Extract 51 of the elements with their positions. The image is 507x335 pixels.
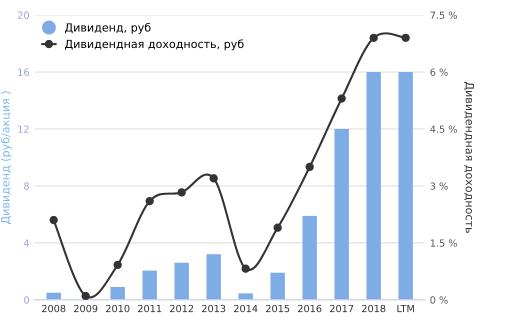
y2-tick-label: 1.5 %	[430, 239, 457, 247]
y2-tick-label: 3 %	[430, 182, 448, 190]
bar	[334, 128, 349, 300]
point	[114, 260, 122, 270]
y-tick-label: 4	[24, 239, 30, 247]
y-tick-label: 12	[18, 125, 29, 133]
y-tick-label: 0	[24, 296, 29, 304]
point	[306, 162, 314, 172]
point	[338, 94, 346, 103]
point	[178, 188, 186, 197]
bar	[142, 270, 157, 300]
y2-tick-label: 4.5 %	[430, 125, 457, 133]
y-axis-title: Дивиденд (руб/акция )	[0, 91, 12, 224]
y2-tick-label: 0 %	[430, 296, 448, 304]
bar	[174, 262, 189, 300]
point	[210, 174, 218, 182]
x-tick-label: 2016	[298, 304, 322, 312]
bar	[302, 216, 317, 300]
legend-label: Дивиденд, руб	[65, 22, 151, 34]
point	[402, 34, 410, 42]
point	[82, 292, 90, 300]
point	[370, 34, 378, 42]
bar	[366, 72, 381, 300]
bar	[46, 292, 61, 300]
y2-tick-label: 6 %	[430, 68, 448, 76]
x-tick-label: 2015	[266, 304, 290, 312]
bar	[238, 293, 253, 300]
y2-tick-label: 7.5 %	[430, 12, 457, 19]
x-tick-label: 2018	[362, 304, 386, 312]
bar	[110, 287, 125, 300]
y-tick-label: 8	[24, 182, 29, 190]
x-tick-label: 2009	[74, 304, 98, 312]
bar	[206, 254, 221, 300]
point	[146, 196, 154, 206]
x-tick-label: 2013	[202, 304, 226, 312]
x-tick-label: 2010	[106, 304, 130, 312]
x-tick-label: LTM	[397, 304, 414, 312]
point	[50, 216, 58, 224]
y2-axis-title: Дивидендная доходность	[464, 82, 474, 233]
y-tick-label: 16	[18, 68, 30, 76]
point	[242, 264, 250, 273]
bar	[398, 72, 413, 300]
y-tick-label: 20	[18, 12, 29, 19]
x-tick-label: 2014	[234, 304, 258, 312]
x-tick-label: 2011	[138, 304, 162, 312]
x-tick-label: 2017	[330, 304, 354, 312]
legend-label: Дивидендная доходность, руб	[65, 39, 244, 50]
x-tick-label: 2008	[42, 304, 66, 312]
point	[274, 224, 282, 232]
bar	[270, 272, 285, 300]
x-tick-label: 2012	[170, 304, 194, 312]
